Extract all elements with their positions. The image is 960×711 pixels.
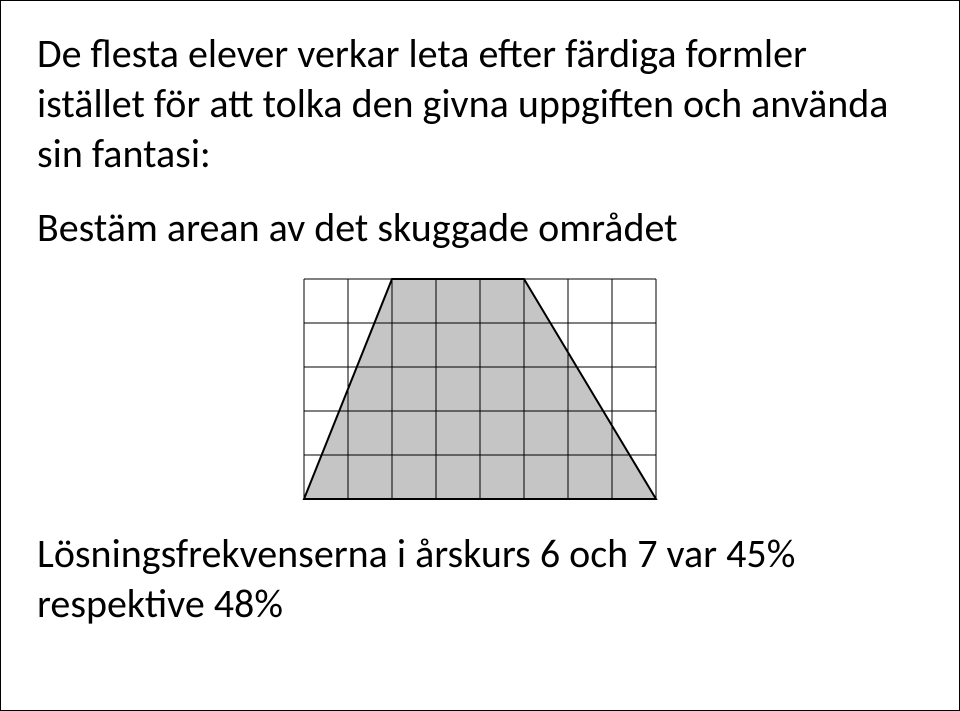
- diagram-container: [37, 277, 923, 501]
- paragraph-intro: De flesta elever verkar leta efter färdi…: [37, 29, 923, 179]
- trapezoid-grid-diagram: [302, 277, 658, 501]
- paragraph-result: Lösningsfrekvenserna i årskurs 6 och 7 v…: [37, 529, 923, 629]
- paragraph-task: Bestäm arean av det skuggade området: [37, 203, 923, 253]
